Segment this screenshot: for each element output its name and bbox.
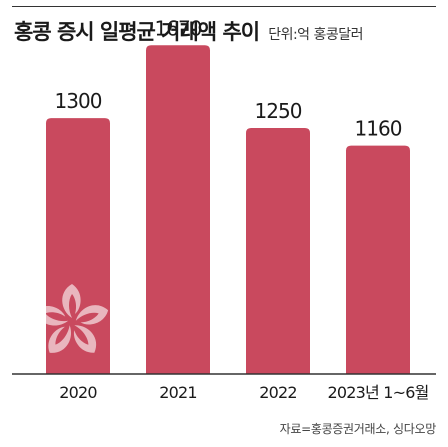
unit-label: 단위:억 홍콩달러 (268, 27, 364, 43)
bauhinia-petal (62, 284, 81, 318)
x-tick-labels: 2020 2021 2022 2023년 1~6월 (59, 383, 429, 402)
bauhinia-petal (48, 325, 71, 353)
data-label-2023년 1~6월: 1160 (355, 117, 402, 141)
x-tick-0: 2020 (59, 383, 97, 402)
data-label-2020: 1300 (55, 89, 102, 113)
data-label-2021: 1670 (155, 16, 202, 40)
bauhinia-petal (73, 325, 97, 353)
title-row: 홍콩 증시 일평균 거래액 추이 단위:억 홍콩달러 (14, 16, 364, 46)
x-tick-2: 2022 (259, 383, 297, 402)
bar-2023년 1~6월 (346, 145, 410, 374)
bauhinia-petal (35, 306, 69, 326)
chart-title: 홍콩 증시 일평균 거래액 추이 (14, 20, 260, 44)
x-tick-3: 2023년 1~6월 (327, 383, 428, 402)
bauhinia-petal (75, 305, 109, 325)
bauhinia-flower-icon (35, 284, 109, 353)
bar-2022 (246, 127, 310, 375)
bars-group: 1300 1670 1250 1160 (46, 16, 410, 375)
bar-2021 (146, 45, 210, 375)
top-rule (12, 6, 436, 7)
data-label-2022: 1250 (255, 99, 302, 123)
x-tick-1: 2021 (159, 383, 197, 402)
source-note: 자료=홍콩증권거래소, 싱다오망 (279, 422, 437, 436)
